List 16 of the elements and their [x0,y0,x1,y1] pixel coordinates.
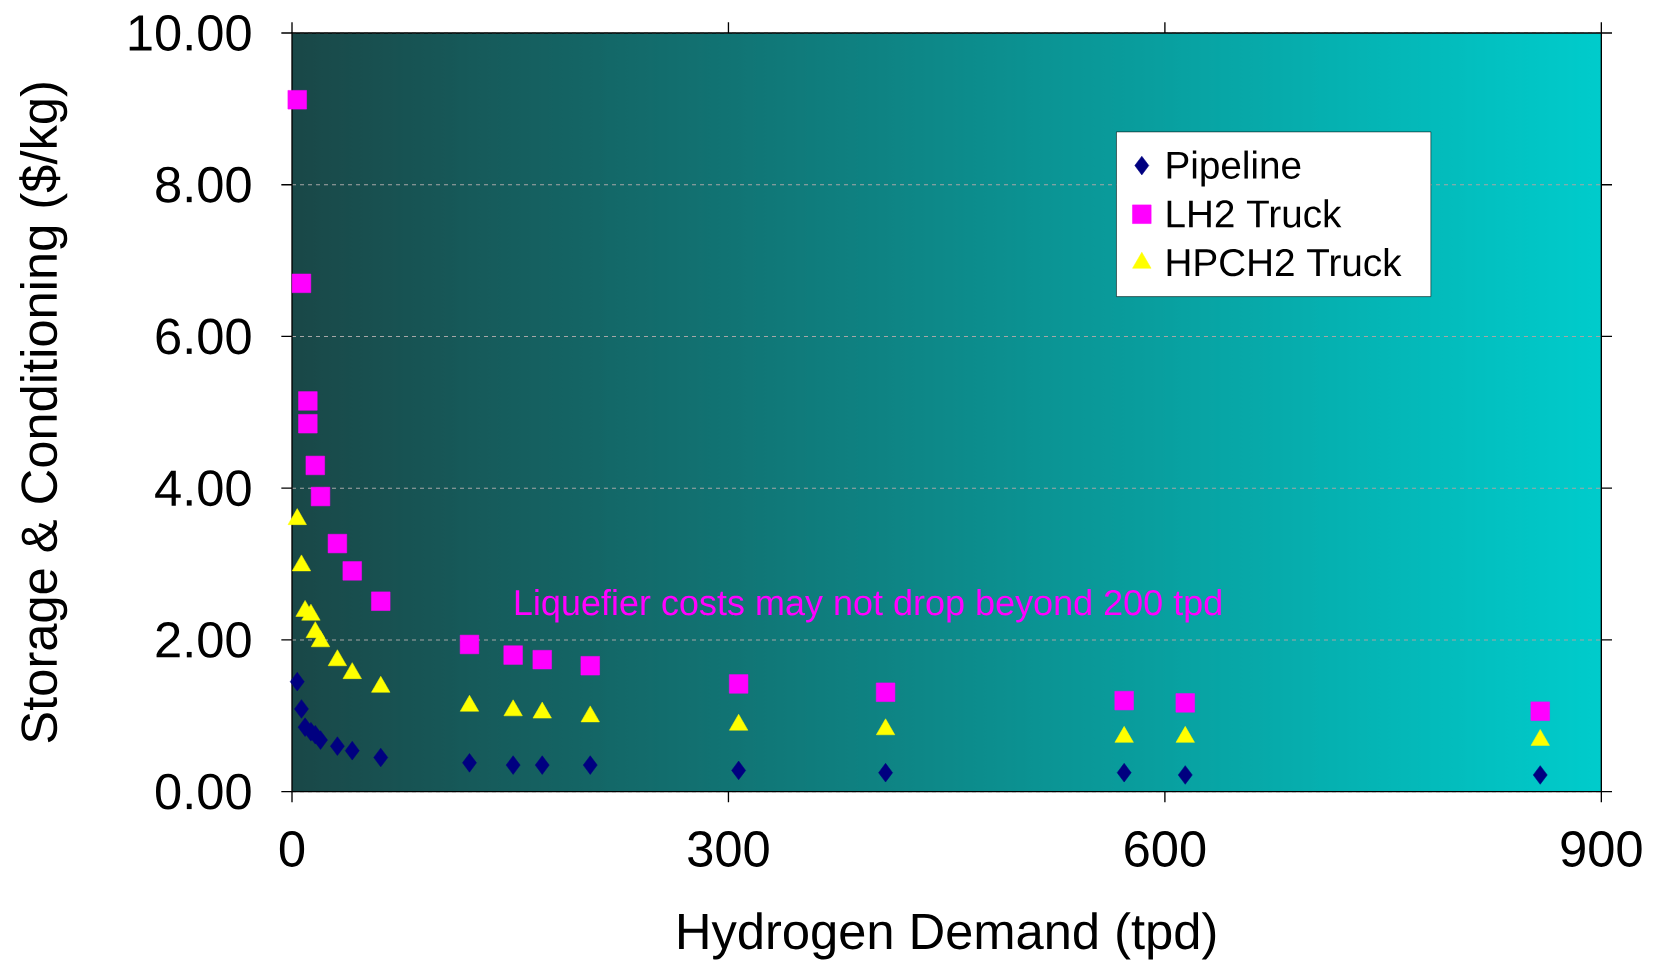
y-tick-label: 4.00 [155,470,251,507]
x-axis-title: Hydrogen Demand (tpd) [679,912,1216,960]
x-tick-label: 300 [688,831,769,867]
annotation: Liquefier costs may not drop beyond 200 tpd [515,588,1221,623]
y-tick-label: 0.00 [156,773,251,810]
y-tick-label: 10.00 [129,15,251,51]
y-tick-label: 2.00 [156,621,251,658]
y-axis-title: Storage & Conditioning ($/kg) [19,83,68,743]
x-tick-label: 900 [1561,831,1642,867]
legend-label: LH2 Truck [1167,199,1342,228]
x-tick-label: 600 [1125,831,1206,867]
y-tick-label: 6.00 [156,318,251,355]
legend-label: HPCH2 Truck [1167,247,1402,277]
y-tick-label: 8.00 [156,166,251,203]
legend-label: Pipeline [1167,150,1301,187]
x-tick-label: 0 [279,831,305,867]
